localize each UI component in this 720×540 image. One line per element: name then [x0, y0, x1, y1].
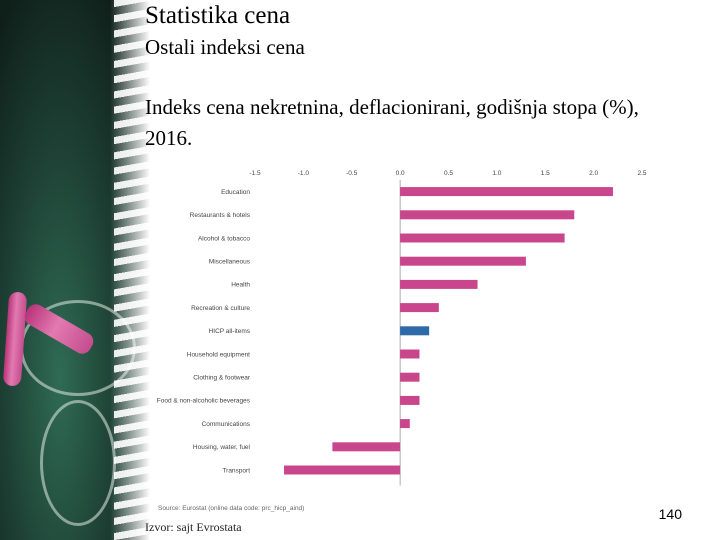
- x-tick-label: 0.5: [444, 170, 453, 177]
- edge-fade: [110, 0, 150, 540]
- bar: [400, 395, 420, 405]
- category-label: Alcohol & tobacco: [198, 235, 250, 242]
- bar: [400, 349, 420, 359]
- bar: [400, 303, 439, 313]
- bar: [332, 442, 401, 452]
- chalk-stick: [2, 291, 28, 387]
- bar: [400, 419, 410, 429]
- x-tick-label: -0.5: [346, 170, 358, 177]
- slide-subtitle: Ostali indeksi cena: [145, 35, 305, 59]
- category-label: Food & non-alcoholic beverages: [157, 398, 251, 405]
- x-tick-label: 2.5: [637, 170, 646, 177]
- category-label: HICP all-items: [209, 328, 251, 335]
- bar-chart: -1.5 -1.0 -0.5 0.0 0.5 1.0 1.5 2.0 2.5 Education R…: [157, 170, 647, 512]
- x-tick-label: -1.5: [249, 170, 261, 177]
- bar: [400, 187, 613, 197]
- chalkboard-decoration: [0, 0, 150, 540]
- bar: [400, 279, 478, 289]
- x-tick-label: -1.0: [298, 170, 310, 177]
- category-label: Miscellaneous: [209, 259, 251, 266]
- chart-heading: Indeks cena nekretnina, deflacionirani, …: [145, 95, 639, 150]
- category-label: Recreation & culture: [191, 305, 250, 312]
- category-label: Clothing & footwear: [193, 375, 251, 382]
- chart-source-note: Source: Eurostat (online data code: prc_…: [158, 505, 304, 512]
- footer-source: Izvor: sajt Evrostata: [145, 520, 242, 534]
- x-tick-label: 0.0: [396, 170, 405, 177]
- category-label: Health: [231, 282, 250, 289]
- bar: [400, 256, 526, 266]
- category-label: Household equipment: [187, 351, 250, 358]
- bar: [284, 465, 401, 475]
- page-number: 140: [658, 506, 682, 522]
- bar: [400, 372, 420, 382]
- category-label: Restaurants & hotels: [190, 212, 251, 219]
- chalk-scribble: [40, 400, 116, 526]
- slide-title: Statistika cena: [145, 2, 291, 29]
- category-label: Housing, water, fuel: [193, 444, 251, 451]
- x-tick-label: 1.5: [541, 170, 550, 177]
- x-tick-label: 1.0: [492, 170, 501, 177]
- category-label: Transport: [222, 467, 250, 474]
- category-label: Communications: [202, 421, 251, 428]
- category-label: Education: [221, 189, 250, 196]
- bar: [400, 233, 565, 243]
- bar: [400, 326, 430, 336]
- x-tick-label: 2.0: [589, 170, 598, 177]
- bar: [400, 210, 575, 220]
